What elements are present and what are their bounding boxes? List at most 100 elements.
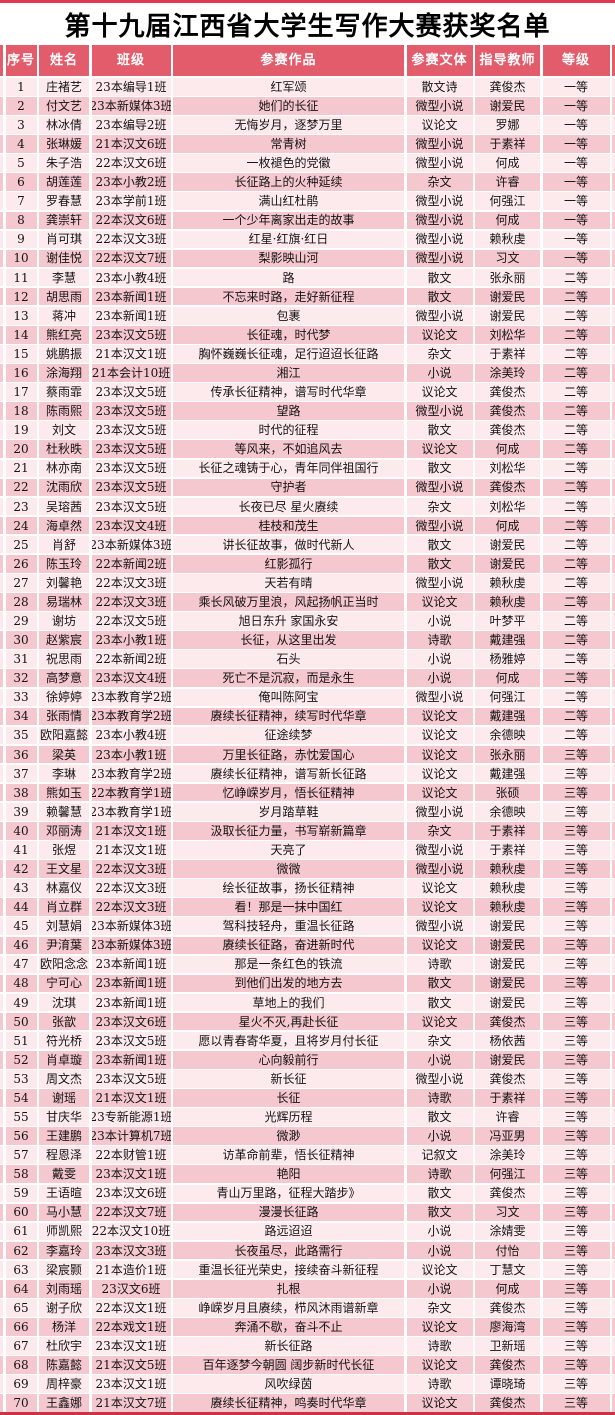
cell-name: 杜欣宇: [39, 1337, 89, 1355]
cutoff-column-sliver: [0, 841, 3, 859]
cell-name: 杜秋昳: [39, 440, 89, 459]
table-row: 26 陈玉玲 22本新闻2班 红影孤行 散文 谢爱民 二等: [0, 554, 615, 573]
cell-work: 望路: [173, 402, 404, 420]
cell-award: 三等: [542, 1318, 610, 1336]
table-row: 7 罗春慧 23本学前1班 满山红杜鹃 微型小说 何强江 一等: [0, 192, 615, 211]
cell-genre: 微型小说: [406, 688, 473, 707]
cell-class: 23本汉文5班: [91, 421, 171, 439]
cell-work: 天若有晴: [173, 574, 404, 592]
cell-award: 三等: [542, 1279, 610, 1298]
cell-genre: 散文: [406, 535, 473, 554]
cell-work: 死亡不是沉寂，而是永生: [173, 669, 404, 687]
cell-class: 23本新闻1班: [91, 974, 171, 993]
cutoff-column-sliver: [612, 497, 615, 516]
cell-work: 忆峥嵘岁月，悟长征精神: [173, 783, 404, 802]
cell-work: 天亮了: [173, 841, 404, 859]
cell-class: 23本新闻1班: [91, 306, 171, 325]
cell-award: 二等: [542, 688, 610, 707]
table-row: 63 梁宸颢 21本造价1班 重温长征光荣史，接续奋斗新征程 议论文 丁慧文 三等: [0, 1260, 615, 1279]
cell-class: 23本小教2班: [91, 173, 171, 191]
cutoff-column-sliver: [612, 364, 615, 382]
cutoff-column-sliver: [612, 745, 615, 764]
cell-work: 满山红杜鹃: [173, 192, 404, 211]
cell-index: 69: [5, 1375, 37, 1393]
cutoff-column-sliver: [0, 1050, 3, 1069]
header-cell-class: 班级: [91, 45, 171, 76]
cutoff-column-sliver: [612, 1031, 615, 1050]
cell-class: 23本编导2班: [91, 116, 171, 134]
cell-name: 沈雨欣: [39, 478, 89, 497]
cell-genre: 微型小说: [406, 574, 473, 592]
cell-advisor: 谢爱民: [475, 936, 540, 955]
cell-index: 44: [5, 898, 37, 916]
cell-name: 张琳媛: [39, 135, 89, 153]
cell-class: 23本新闻1班: [91, 287, 171, 306]
cell-index: 60: [5, 1203, 37, 1222]
cell-work: 心向毅前行: [173, 1050, 404, 1069]
cell-index: 37: [5, 764, 37, 783]
cell-name: 张歆: [39, 1012, 89, 1031]
cutoff-column-sliver: [0, 306, 3, 325]
cutoff-column-sliver: [0, 936, 3, 955]
cell-work: 无悔岁月，逐梦万里: [173, 116, 404, 134]
cell-genre: 议论文: [406, 707, 473, 726]
cell-class: 22本汉文10班: [91, 1222, 171, 1241]
cell-work: 长征之魂铸于心，青年同伴祖国行: [173, 459, 404, 478]
cell-index: 28: [5, 593, 37, 611]
cell-class: 23汉文6班: [91, 1279, 171, 1298]
cell-award: 一等: [542, 97, 610, 115]
cell-index: 3: [5, 116, 37, 134]
cell-class: 22本汉文7班: [91, 1203, 171, 1222]
table-row: 11 李慧 23本小教4班路散文 张永丽 二等: [0, 268, 615, 287]
cell-name: 马小慧: [39, 1203, 89, 1222]
cell-name: 王文星: [39, 860, 89, 878]
table-row: 68 陈嘉懿 21本汉文5班 百年逐梦今朝圆 阔步新时代长征 议论文 龚俊杰 三等: [0, 1356, 615, 1374]
cutoff-column-sliver: [0, 364, 3, 382]
cell-genre: 小说: [406, 1222, 473, 1241]
cell-name: 胡莲莲: [39, 173, 89, 191]
cell-name: 海卓然: [39, 516, 89, 535]
cell-class: 22本新闻2班: [91, 650, 171, 668]
cell-genre: 微型小说: [406, 1070, 473, 1088]
cell-advisor: 何成: [475, 516, 540, 535]
cell-award: 二等: [542, 268, 610, 287]
cutoff-column-sliver: [612, 1299, 615, 1317]
table-row: 25 肖舒 23本新媒体3班 讲长征故事，做时代新人 散文 谢爱民 二等: [0, 535, 615, 554]
cell-index: 30: [5, 631, 37, 649]
cell-class: 21本汉文1班: [91, 822, 171, 840]
cutoff-column-sliver: [0, 1260, 3, 1279]
table-row: 65 谢子欣 22本汉文1班 峥嵘岁月且赓续，栉风沐雨谱新章 杂文 龚俊杰 三等: [0, 1299, 615, 1317]
cutoff-column-sliver: [0, 1012, 3, 1031]
cutoff-column-sliver: [0, 974, 3, 993]
cell-index: 48: [5, 974, 37, 993]
cell-award: 一等: [542, 116, 610, 134]
cell-advisor: 龚俊杰: [475, 402, 540, 420]
cell-work: 岁月踏草鞋: [173, 802, 404, 821]
cell-class: 23本汉文4班: [91, 669, 171, 687]
cutoff-column-sliver: [612, 1260, 615, 1279]
table-row: 18 陈雨熙 23本汉文5班 望路 微型小说 龚俊杰 二等: [0, 402, 615, 420]
cell-genre: 议论文: [406, 726, 473, 745]
cutoff-column-sliver: [612, 135, 615, 153]
cutoff-column-sliver: [612, 306, 615, 325]
cutoff-column-sliver: [0, 459, 3, 478]
cutoff-column-sliver: [612, 554, 615, 573]
table-row: 70 王鑫娜 21本汉文7班 赓续长征精神，鸣奏时代华章 议论文 龚俊杰 三等: [0, 1394, 615, 1412]
cell-class: 21本汉文5班: [91, 1356, 171, 1374]
cell-index: 39: [5, 802, 37, 821]
cell-class: 23本新媒体3班: [91, 917, 171, 936]
cell-advisor: 于素祥: [475, 1089, 540, 1107]
cell-name: 张煜: [39, 841, 89, 859]
cell-index: 66: [5, 1318, 37, 1336]
cell-award: 三等: [542, 1146, 610, 1164]
cell-award: 三等: [542, 1127, 610, 1145]
cutoff-column-sliver: [612, 841, 615, 859]
cutoff-column-sliver: [612, 1184, 615, 1203]
cell-class: 22本汉文3班: [91, 879, 171, 897]
cell-work: 梨影映山河: [173, 249, 404, 268]
cell-class: 21本造价1班: [91, 1260, 171, 1279]
table-row: 10 谢佳悦 22本汉文7班 梨影映山河 微型小说 习文 一等: [0, 249, 615, 268]
cell-genre: 小说: [406, 1279, 473, 1298]
table-row: 58 戴雯 23本汉文1班 艳阳 诗歌 何强江 三等: [0, 1165, 615, 1184]
cutoff-column-sliver: [0, 1279, 3, 1298]
